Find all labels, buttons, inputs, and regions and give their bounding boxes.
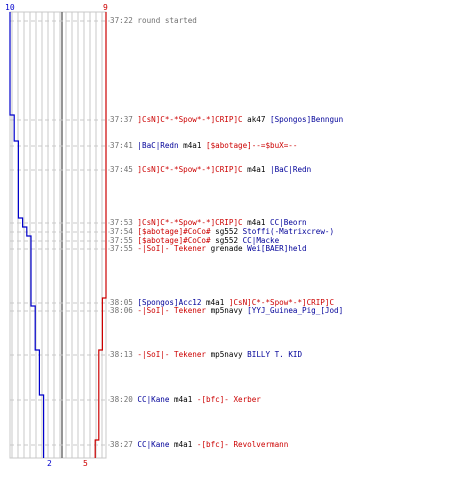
event-weapon: m4a1 [242, 218, 271, 227]
blue-end-score: 2 [47, 459, 52, 468]
event-weapon: sg552 [210, 227, 243, 236]
event-player: -|SoI|- Tekener [132, 244, 207, 253]
event-message: round started [132, 16, 197, 25]
event-player: ]CsN]C*-*Spow*-*]CRIP]C [132, 218, 243, 227]
event-time: 37:45 [110, 165, 133, 174]
event-time: 37:37 [110, 115, 133, 124]
event-player: -[bfc]- Revolvermann [196, 440, 289, 449]
event-player: |BaC|Redn [132, 141, 179, 150]
event-player: [Spongos]Acc12 [132, 298, 202, 307]
event-player: ]CsN]C*-*Spow*-*]CRIP]C [132, 115, 243, 124]
event-player: [Spongos]Benngun [270, 115, 344, 124]
event-time: 37:55 [110, 236, 133, 245]
event-player: |BaC|Redn [270, 165, 312, 174]
event-weapon: sg552 [210, 236, 243, 245]
event-player: Stoffi(-Matrixcrew-) [242, 227, 335, 236]
event-row: 38:20 CC|Kane m4a1 -[bfc]- Xerber [110, 395, 261, 405]
red-start-score: 9 [103, 3, 108, 12]
event-player: CC|Kane [132, 440, 170, 449]
blue-start-score: 10 [5, 3, 15, 12]
event-time: 37:22 [110, 16, 133, 25]
event-player: [$abotage]#CoCo# [132, 236, 211, 245]
event-weapon: m4a1 [178, 141, 207, 150]
event-row: 37:54 [$abotage]#CoCo# sg552 Stoffi(-Mat… [110, 227, 334, 237]
event-time: 37:54 [110, 227, 133, 236]
blue-score-line [9, 12, 45, 458]
red-end-score: 5 [83, 459, 88, 468]
event-player: BILLY T. KID [247, 350, 303, 359]
event-weapon: m4a1 [201, 298, 229, 307]
event-time: 38:13 [110, 350, 133, 359]
event-row: 37:45 ]CsN]C*-*Spow*-*]CRIP]C m4a1 |BaC|… [110, 165, 311, 175]
event-time: 37:41 [110, 141, 133, 150]
event-row: 38:05 [Spongos]Acc12 m4a1 ]CsN]C*-*Spow*… [110, 298, 334, 308]
event-weapon: mp5navy [206, 306, 248, 315]
event-player: Wei[BAER]held [247, 244, 307, 253]
event-time: 37:53 [110, 218, 133, 227]
event-row: 38:13 -|SoI|- Tekener mp5navy BILLY T. K… [110, 350, 302, 360]
event-player: -[bfc]- Xerber [196, 395, 261, 404]
event-player: [$abotage]#CoCo# [132, 227, 211, 236]
event-player: CC|Kane [132, 395, 170, 404]
event-row: 37:22 round started [110, 16, 197, 26]
event-row: 37:55 -|SoI|- Tekener grenade Wei[BAER]h… [110, 244, 307, 254]
event-player: CC|Macke [242, 236, 280, 245]
event-weapon: ak47 [242, 115, 271, 124]
event-row: 37:41 |BaC|Redn m4a1 [$abotage]--=$buX=-… [110, 141, 297, 151]
event-time: 38:27 [110, 440, 133, 449]
event-player: [$abotage]--=$buX=-- [206, 141, 298, 150]
event-row: 37:37 ]CsN]C*-*Spow*-*]CRIP]C ak47 [Spon… [110, 115, 343, 125]
event-time: 38:05 [110, 298, 133, 307]
red-score-line [94, 12, 107, 458]
event-player: -|SoI|- Tekener [132, 306, 207, 315]
event-player: ]CsN]C*-*Spow*-*]CRIP]C [132, 165, 243, 174]
event-player: CC|Beorn [270, 218, 307, 227]
event-player: [YYJ_Guinea_Pig_[Jod] [247, 306, 344, 315]
event-weapon: m4a1 [242, 165, 271, 174]
event-row: 38:06 -|SoI|- Tekener mp5navy [YYJ_Guine… [110, 306, 343, 316]
event-row: 38:27 CC|Kane m4a1 -[bfc]- Revolvermann [110, 440, 288, 450]
event-row: 37:55 [$abotage]#CoCo# sg552 CC|Macke [110, 236, 279, 246]
event-weapon: mp5navy [206, 350, 248, 359]
event-time: 37:55 [110, 244, 133, 253]
event-time: 38:06 [110, 306, 133, 315]
event-weapon: m4a1 [169, 395, 197, 404]
event-time: 38:20 [110, 395, 133, 404]
event-row: 37:53 ]CsN]C*-*Spow*-*]CRIP]C m4a1 CC|Be… [110, 218, 307, 228]
event-weapon: grenade [206, 244, 248, 253]
event-player: ]CsN]C*-*Spow*-*]CRIP]C [228, 298, 335, 307]
event-player: -|SoI|- Tekener [132, 350, 207, 359]
event-weapon: m4a1 [169, 440, 197, 449]
